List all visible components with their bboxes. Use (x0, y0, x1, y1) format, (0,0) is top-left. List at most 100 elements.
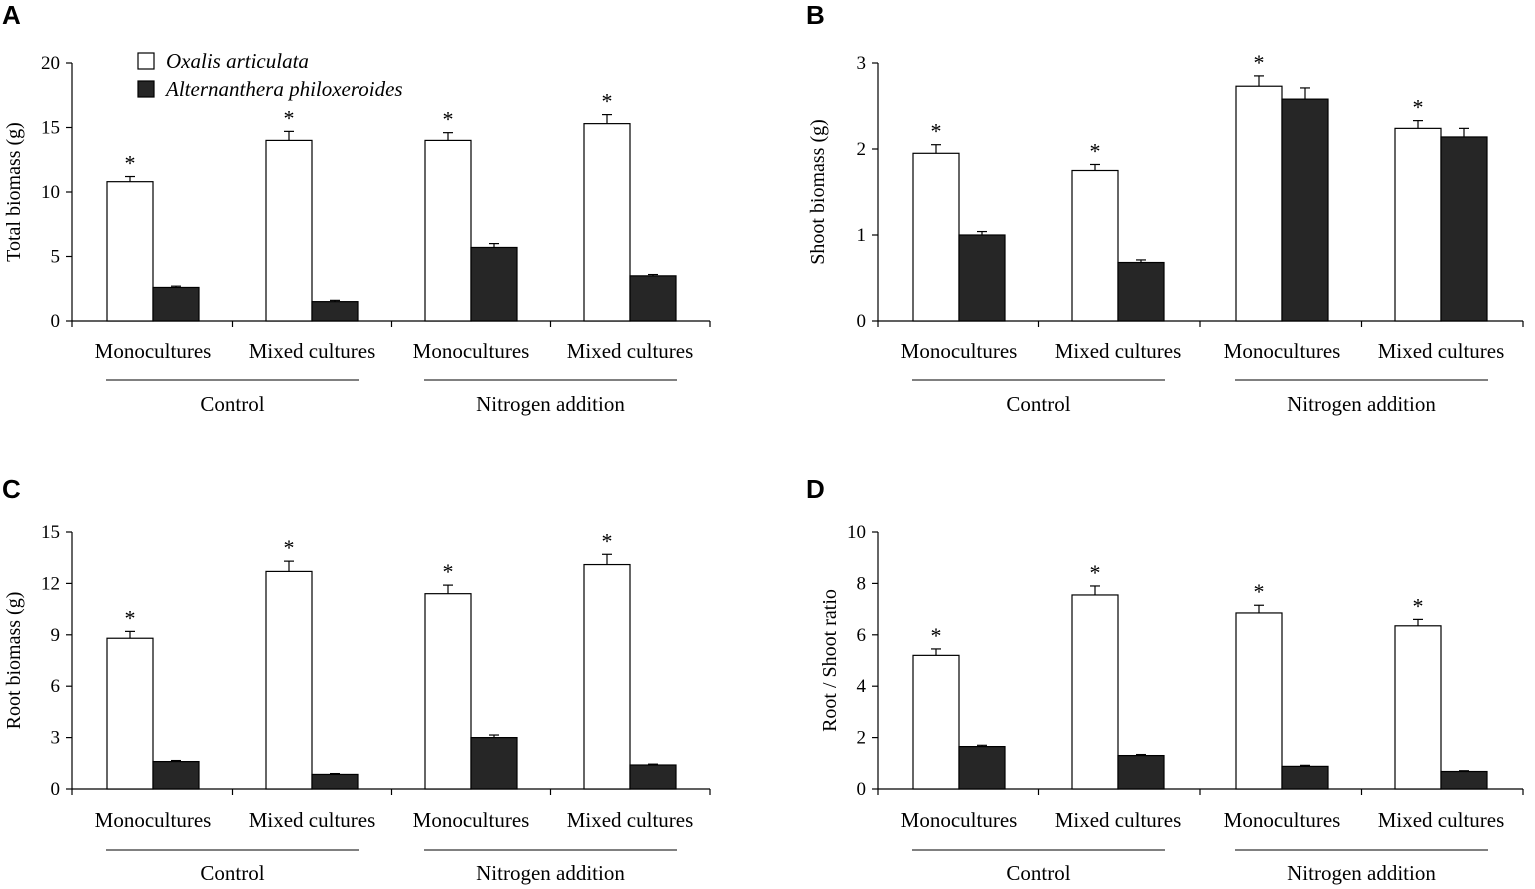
significance-marker: * (1254, 579, 1265, 604)
y-axis-title: Shoot biomass (g) (807, 119, 829, 265)
bar-alternanthera (958, 234, 1006, 322)
bar-alternanthera (311, 301, 359, 322)
chart-panel-d: 0 2 4 6 8 10 Root / Shoot ratio * Monocultures * M… (819, 522, 1524, 885)
bar-alternanthera (152, 760, 200, 790)
bar-alternanthera (1117, 754, 1165, 790)
significance-marker: * (284, 105, 295, 130)
group-label: Control (1006, 392, 1070, 416)
y-tick-label: 0 (857, 779, 867, 800)
y-tick-label: 3 (51, 728, 61, 749)
significance-marker: * (1090, 138, 1101, 163)
bar-oxalis (583, 123, 631, 322)
y-tick-label: 0 (51, 779, 61, 800)
bar-alternanthera (311, 773, 359, 790)
y-tick-label: 0 (857, 311, 867, 332)
bar-alternanthera (470, 246, 518, 322)
panel-letter-b: B (806, 0, 825, 30)
bar-oxalis (424, 593, 472, 790)
bar-oxalis (265, 570, 313, 790)
bar-oxalis (106, 637, 154, 790)
legend-swatch-alternanthera (137, 80, 155, 98)
bar-oxalis (1071, 169, 1119, 322)
bar-oxalis (106, 181, 154, 322)
bar-oxalis (912, 152, 960, 322)
group-label: Control (200, 861, 264, 885)
legend-label-alternanthera: Alternanthera philoxeroides (164, 77, 403, 101)
significance-marker: * (1413, 95, 1424, 120)
bar-alternanthera (1281, 765, 1329, 790)
bar-oxalis (1394, 127, 1442, 322)
category-label: Mixed cultures (1055, 339, 1182, 363)
bar-alternanthera (1440, 136, 1488, 322)
y-tick-label: 12 (41, 573, 60, 594)
category-label: Monocultures (1224, 808, 1341, 832)
legend: Oxalis articulata Alternanthera philoxer… (137, 49, 403, 101)
chart-panel-c: 0 3 6 9 12 15 Root biomass (g) * Monocultures * Mi… (3, 522, 711, 885)
y-tick-label: 9 (51, 625, 61, 646)
significance-marker: * (125, 151, 136, 176)
significance-marker: * (284, 535, 295, 560)
group-label: Control (200, 392, 264, 416)
bar-alternanthera (470, 736, 518, 790)
panel-letter-d: D (806, 474, 825, 504)
category-label: Monocultures (95, 339, 212, 363)
category-label: Mixed cultures (1378, 339, 1505, 363)
bar-oxalis (583, 563, 631, 790)
bar-oxalis (265, 139, 313, 322)
bar-oxalis (1394, 625, 1442, 790)
bar-alternanthera (958, 745, 1006, 790)
y-axis-title: Total biomass (g) (3, 122, 25, 262)
y-tick-label: 4 (857, 676, 867, 697)
y-axis-title: Root biomass (g) (3, 592, 25, 730)
significance-marker: * (602, 528, 613, 553)
y-tick-label: 15 (41, 118, 60, 139)
bar-alternanthera (1117, 261, 1165, 322)
panel-letter-c: C (2, 474, 21, 504)
category-label: Monocultures (413, 808, 530, 832)
group-label: Nitrogen addition (476, 392, 625, 416)
category-label: Monocultures (413, 339, 530, 363)
y-tick-label: 10 (41, 182, 60, 203)
bar-alternanthera (152, 286, 200, 322)
y-tick-label: 15 (41, 522, 60, 543)
y-tick-label: 6 (51, 676, 61, 697)
significance-marker: * (1254, 50, 1265, 75)
significance-marker: * (443, 559, 454, 584)
y-tick-label: 2 (857, 728, 867, 749)
bar-oxalis (424, 139, 472, 322)
significance-marker: * (602, 89, 613, 114)
bar-alternanthera (629, 275, 677, 322)
bar-alternanthera (1281, 98, 1329, 322)
bar-oxalis (912, 654, 960, 790)
category-label: Monocultures (901, 339, 1018, 363)
significance-marker: * (1090, 560, 1101, 585)
bar-alternanthera (1440, 770, 1488, 790)
group-label: Nitrogen addition (476, 861, 625, 885)
y-tick-label: 8 (857, 573, 867, 594)
category-label: Mixed cultures (1055, 808, 1182, 832)
chart-panel-b: 0 1 2 3 Shoot biomass (g) * Monocultures * Mixed… (807, 50, 1524, 416)
legend-swatch-oxalis (137, 52, 155, 70)
legend-label-oxalis: Oxalis articulata (166, 49, 309, 73)
significance-marker: * (931, 119, 942, 144)
category-label: Monocultures (95, 808, 212, 832)
significance-marker: * (125, 605, 136, 630)
category-label: Monocultures (1224, 339, 1341, 363)
bar-oxalis (1071, 594, 1119, 790)
y-tick-label: 1 (857, 225, 867, 246)
y-tick-label: 20 (41, 53, 60, 74)
category-label: Mixed cultures (567, 339, 694, 363)
category-label: Mixed cultures (567, 808, 694, 832)
y-tick-label: 6 (857, 625, 867, 646)
group-label: Control (1006, 861, 1070, 885)
y-tick-label: 0 (51, 311, 61, 332)
y-axis-title: Root / Shoot ratio (819, 589, 841, 732)
category-label: Monocultures (901, 808, 1018, 832)
y-tick-label: 3 (857, 53, 867, 74)
group-label: Nitrogen addition (1287, 392, 1436, 416)
chart-panel-a: 0 5 10 15 20 Total biomass (g) * Monocultures * M… (3, 53, 711, 416)
significance-marker: * (931, 623, 942, 648)
y-tick-label: 10 (847, 522, 866, 543)
bar-oxalis (1235, 85, 1283, 322)
